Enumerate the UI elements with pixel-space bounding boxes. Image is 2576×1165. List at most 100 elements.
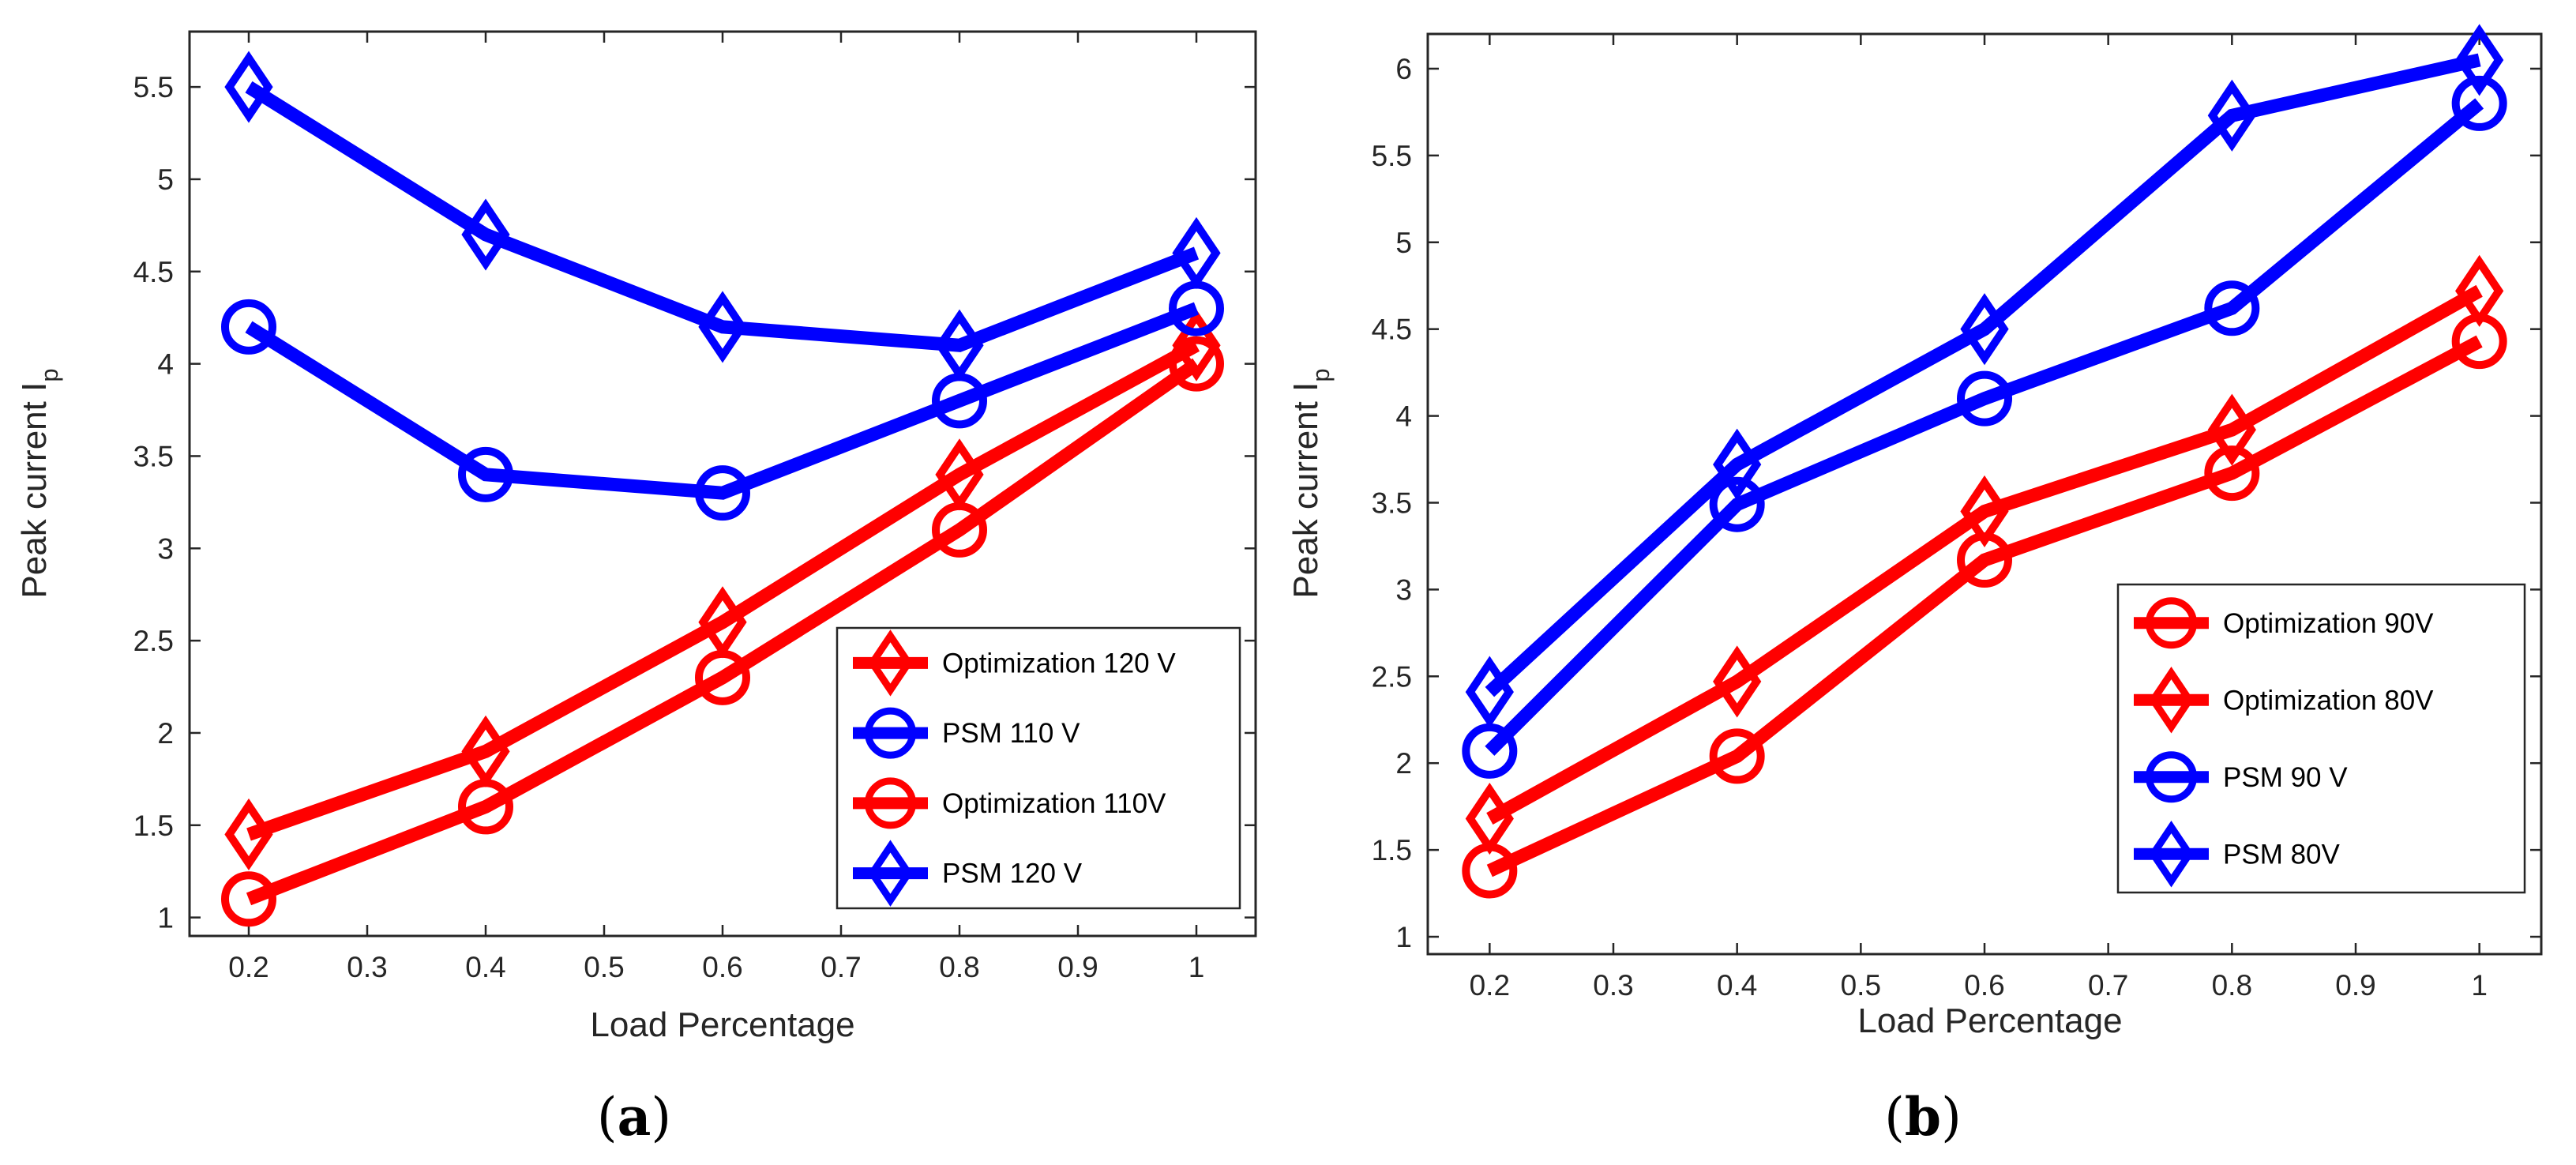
chart-b-x-tick-label: 0.6 bbox=[1964, 969, 2004, 1002]
chart-b-data-point bbox=[1960, 475, 2009, 548]
chart-a-series bbox=[221, 51, 1224, 927]
chart-b-y-tick-label: 5.5 bbox=[1372, 140, 1412, 172]
chart-a-series-line bbox=[246, 358, 1200, 906]
chart-a-legend-label: PSM 120 V bbox=[942, 859, 1083, 889]
chart-b-y-axis-label-main: Peak current I bbox=[1286, 382, 1325, 599]
chart-b-legend-marker bbox=[2146, 597, 2197, 649]
chart-a-data-point bbox=[224, 798, 273, 871]
chart-a-data-point bbox=[221, 871, 276, 927]
chart-a-panel-letter: a bbox=[618, 1086, 652, 1148]
chart-a-legend-item: Optimization 110V bbox=[853, 777, 1166, 829]
chart-b-series-line bbox=[1486, 284, 2483, 825]
chart-a-panel-label-open: ( bbox=[597, 1087, 618, 1148]
chart-b-data-point bbox=[2455, 24, 2504, 96]
chart-a-data-point bbox=[935, 309, 984, 381]
chart-a-y-axis-label-subscript: p bbox=[36, 368, 63, 381]
chart-b-y-tick-label: 1 bbox=[1395, 921, 1412, 953]
chart-b-panel-letter: b bbox=[1905, 1086, 1941, 1148]
chart-b-x-tick-label: 0.8 bbox=[2212, 969, 2252, 1002]
chart-a-y-tick-label: 2.5 bbox=[133, 625, 174, 657]
chart-b-x-tick-label: 0.9 bbox=[2335, 969, 2375, 1002]
chart-a-legend-item: PSM 110 V bbox=[853, 707, 1080, 759]
chart-b-x-axis-label: Load Percentage bbox=[1857, 1002, 2122, 1040]
chart-a-legend-label: PSM 110 V bbox=[942, 718, 1080, 749]
chart-b-y-axis-label-subscript: p bbox=[1307, 368, 1335, 381]
chart-a-series-line bbox=[245, 81, 1200, 352]
chart-a-data-point bbox=[1169, 336, 1224, 392]
chart-a-series-line bbox=[246, 339, 1200, 841]
chart-b-y-tick-label: 5 bbox=[1395, 227, 1412, 259]
chart-b-y-tick-label: 4 bbox=[1395, 400, 1412, 433]
chart-b-data-point bbox=[1713, 428, 1762, 501]
chart-b-y-tick-label: 3 bbox=[1395, 573, 1412, 606]
chart-b-panel-label: (b) bbox=[1884, 1086, 1962, 1148]
chart-b-data-point bbox=[1465, 782, 1514, 855]
chart-a-ticks: 0.2 0.3 0.4 0.5 0.6 0.7 0.8 0.9 1 1 1.5 2 2.5 3 3.5 4 4.… bbox=[133, 32, 1256, 983]
chart-a-data-point bbox=[458, 446, 513, 502]
chart-a-y-tick-label: 4.5 bbox=[133, 256, 174, 288]
chart-b-x-tick-label: 1 bbox=[2471, 969, 2488, 1002]
chart-a-legend: Optimization 120 V PSM 110 V Optimization … bbox=[836, 626, 1241, 910]
chart-a-data-point bbox=[224, 51, 273, 123]
chart-b-y-tick-label: 1.5 bbox=[1372, 834, 1412, 866]
chart-a-legend-label: Optimization 120 V bbox=[942, 648, 1176, 678]
chart-a-data-point bbox=[695, 465, 750, 521]
chart-b-series bbox=[1462, 24, 2507, 899]
chart-a-legend-marker bbox=[868, 629, 913, 697]
chart-a-legend-item: Optimization 120 V bbox=[853, 629, 1176, 697]
chart-a-panel-label: (a) bbox=[597, 1086, 671, 1148]
chart-a-x-tick-label: 0.7 bbox=[820, 951, 861, 983]
chart-b-legend: Optimization 90V Optimization 80V PSM 90 V… bbox=[2116, 583, 2526, 894]
chart-a-x-tick-label: 0.9 bbox=[1057, 951, 1098, 983]
chart-b-y-tick-label: 2 bbox=[1395, 747, 1412, 780]
chart-b-legend-item: PSM 90 V bbox=[2134, 751, 2348, 803]
chart-b-legend-item: Optimization 80V bbox=[2134, 667, 2434, 734]
chart-b: 0.2 0.3 0.4 0.5 0.6 0.7 0.8 0.9 1 1 1.5 2 2.5 3 3.5 4 4.… bbox=[1286, 24, 2543, 1148]
chart-a-y-tick-label: 4 bbox=[157, 348, 174, 381]
chart-a-series-2 bbox=[221, 336, 1224, 927]
chart-a-panel-label-close: ) bbox=[651, 1087, 671, 1148]
chart-a-y-tick-label: 5.5 bbox=[133, 71, 174, 103]
chart-b-x-tick-label: 0.3 bbox=[1593, 969, 1633, 1002]
chart-b-x-tick-label: 0.4 bbox=[1717, 969, 1757, 1002]
chart-b-panel-label-close: ) bbox=[1941, 1087, 1962, 1148]
chart-a-data-point bbox=[1172, 216, 1221, 289]
chart-a-data-point bbox=[698, 291, 747, 363]
chart-b-legend-item: PSM 80V bbox=[2134, 821, 2340, 888]
chart-a-x-tick-label: 1 bbox=[1188, 951, 1205, 983]
chart-a-data-point bbox=[1172, 309, 1221, 381]
chart-b-data-point bbox=[1713, 645, 1762, 718]
chart-b-series-line bbox=[1485, 53, 2481, 697]
chart-b-legend-label: PSM 90 V bbox=[2223, 762, 2348, 793]
chart-a-y-tick-label: 3.5 bbox=[133, 440, 174, 472]
chart-a-data-point bbox=[461, 198, 510, 271]
chart-b-data-point bbox=[1960, 293, 2009, 366]
chart-a-y-tick-label: 2 bbox=[157, 717, 174, 750]
chart-a-y-tick-label: 5 bbox=[157, 163, 174, 196]
chart-a-legend-marker bbox=[865, 777, 916, 829]
chart-b-legend-marker bbox=[2149, 821, 2194, 888]
chart-a-y-axis-label-main: Peak current I bbox=[15, 382, 54, 599]
chart-a-series-line bbox=[245, 302, 1200, 500]
chart-b-y-tick-label: 2.5 bbox=[1372, 660, 1412, 693]
chart-b-data-point bbox=[1465, 656, 1514, 728]
chart-a-legend-marker bbox=[865, 707, 916, 759]
chart-a-data-point bbox=[932, 502, 987, 558]
chart-b-legend-label: Optimization 80V bbox=[2223, 685, 2434, 716]
chart-b-data-point bbox=[2451, 75, 2507, 131]
chart-a-legend-label: Optimization 110V bbox=[942, 788, 1166, 819]
chart-a: 0.2 0.3 0.4 0.5 0.6 0.7 0.8 0.9 1 1 1.5 2 2.5 3 3.5 4 4.… bbox=[15, 30, 1257, 1148]
chart-a-y-axis-label: Peak current Ip bbox=[15, 368, 63, 598]
chart-b-series-line bbox=[1486, 335, 2483, 878]
chart-a-x-axis-label: Load Percentage bbox=[590, 1005, 854, 1044]
chart-b-data-point bbox=[2455, 254, 2504, 327]
chart-a-x-tick-label: 0.8 bbox=[939, 951, 979, 983]
chart-b-data-point bbox=[2207, 393, 2256, 466]
chart-b-panel-label-open: ( bbox=[1884, 1087, 1905, 1148]
chart-a-series-3 bbox=[224, 51, 1221, 381]
chart-b-y-tick-label: 3.5 bbox=[1372, 487, 1412, 519]
chart-a-y-tick-label: 1.5 bbox=[133, 810, 174, 842]
chart-a-data-point bbox=[221, 299, 276, 355]
chart-a-x-tick-label: 0.6 bbox=[702, 951, 742, 983]
